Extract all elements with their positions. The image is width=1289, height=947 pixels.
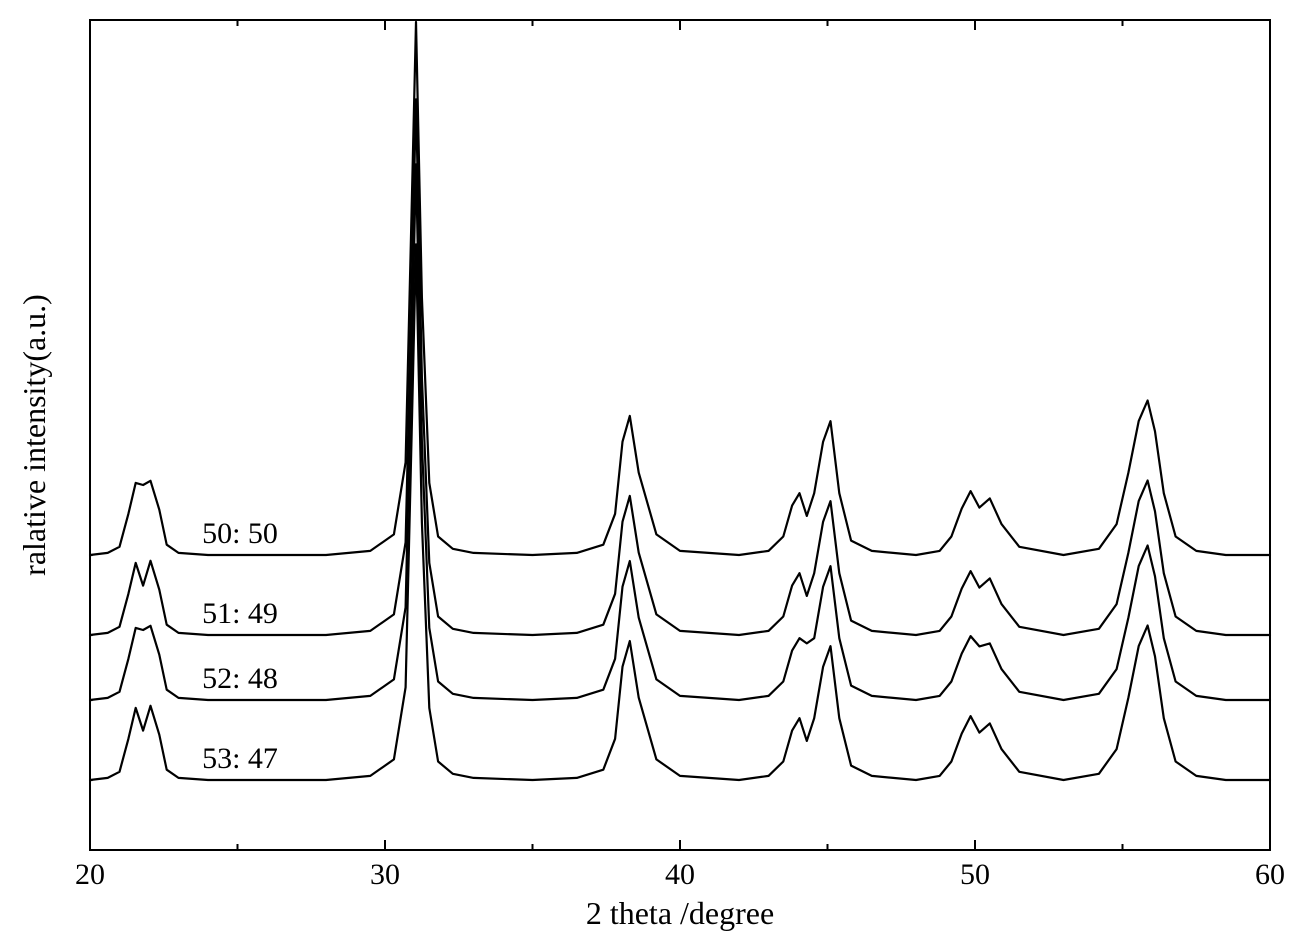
series-label: 51: 49	[202, 597, 278, 630]
xtick-label: 30	[370, 858, 400, 891]
plot-frame	[90, 20, 1270, 850]
series-label: 53: 47	[202, 742, 278, 775]
xtick-label: 20	[75, 858, 105, 891]
xrd-trace	[90, 22, 1270, 555]
xtick-label: 50	[960, 858, 990, 891]
series-label: 52: 48	[202, 662, 278, 695]
series-label: 50: 50	[202, 517, 278, 550]
xtick-label: 40	[665, 858, 695, 891]
xrd-chart: 20 30 40 50 60 2 theta /degree ralative intens…	[0, 0, 1289, 947]
y-axis-label: ralative intensity(a.u.)	[16, 294, 52, 576]
x-axis-label: 2 theta /degree	[586, 895, 774, 931]
xtick-label: 60	[1255, 858, 1285, 891]
chart-svg: 20 30 40 50 60 2 theta /degree ralative intens…	[0, 0, 1289, 947]
